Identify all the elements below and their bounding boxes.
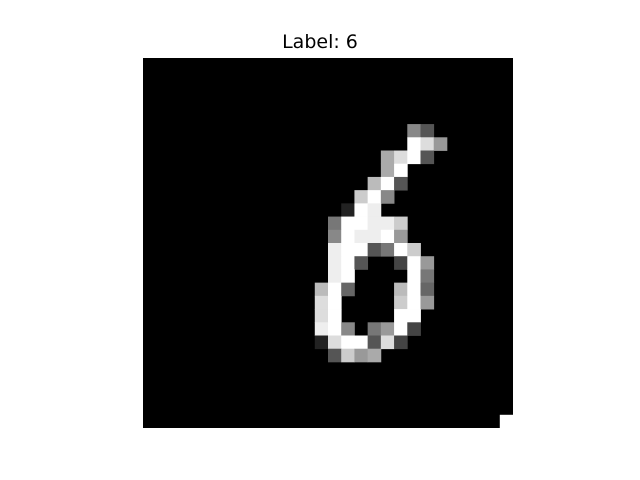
pixel xyxy=(380,335,395,350)
pixel xyxy=(367,243,382,257)
pixel xyxy=(420,295,435,310)
pixel xyxy=(420,137,435,151)
pixel xyxy=(341,322,355,336)
pixel xyxy=(420,269,435,284)
pixel xyxy=(420,150,435,165)
pixel xyxy=(433,137,448,151)
pixel xyxy=(394,243,408,257)
pixel xyxy=(328,216,342,231)
pixel xyxy=(341,269,355,284)
pixel xyxy=(314,335,329,350)
pixel xyxy=(314,282,329,297)
pixel xyxy=(328,322,342,336)
pixel xyxy=(367,229,382,244)
pixel xyxy=(341,256,355,270)
pixel xyxy=(407,295,421,310)
pixel xyxy=(341,216,355,231)
pixel xyxy=(328,243,342,257)
pixel xyxy=(499,414,513,428)
pixel xyxy=(407,137,421,151)
pixel xyxy=(314,322,329,336)
pixel xyxy=(354,335,369,350)
pixel xyxy=(341,229,355,244)
pixel xyxy=(394,309,408,323)
pixel xyxy=(328,282,342,297)
pixel xyxy=(420,124,435,138)
pixel xyxy=(328,335,342,350)
pixel xyxy=(367,203,382,217)
pixel xyxy=(328,229,342,244)
pixel xyxy=(380,150,395,165)
pixel xyxy=(354,203,369,217)
pixel xyxy=(394,295,408,310)
pixel xyxy=(380,190,395,204)
pixel xyxy=(407,243,421,257)
pixel xyxy=(380,163,395,178)
pixel xyxy=(367,190,382,204)
digit-image xyxy=(143,58,513,428)
pixel xyxy=(380,176,395,191)
pixel xyxy=(394,282,408,297)
pixel xyxy=(367,216,382,231)
pixel xyxy=(354,229,369,244)
pixel xyxy=(354,216,369,231)
pixel xyxy=(367,322,382,336)
pixel xyxy=(380,216,395,231)
pixel xyxy=(420,256,435,270)
pixel xyxy=(367,335,382,350)
pixel xyxy=(380,243,395,257)
pixel xyxy=(341,348,355,363)
pixel xyxy=(380,229,395,244)
pixel xyxy=(314,295,329,310)
pixel xyxy=(394,150,408,165)
pixel xyxy=(407,150,421,165)
pixel xyxy=(314,309,329,323)
pixel xyxy=(407,282,421,297)
digit-pixel-grid xyxy=(143,58,513,428)
pixel xyxy=(328,295,342,310)
pixel xyxy=(420,282,435,297)
pixel xyxy=(354,348,369,363)
pixel xyxy=(394,322,408,336)
pixel xyxy=(328,309,342,323)
pixel xyxy=(380,322,395,336)
pixel xyxy=(354,256,369,270)
pixel xyxy=(354,243,369,257)
pixel xyxy=(341,203,355,217)
pixel xyxy=(341,243,355,257)
pixel xyxy=(407,124,421,138)
pixel xyxy=(407,322,421,336)
pixel xyxy=(354,190,369,204)
pixel xyxy=(328,269,342,284)
pixel xyxy=(341,282,355,297)
pixel xyxy=(328,256,342,270)
pixel xyxy=(394,163,408,178)
pixel xyxy=(394,335,408,350)
pixel xyxy=(407,269,421,284)
pixel xyxy=(394,229,408,244)
pixel xyxy=(394,176,408,191)
pixel xyxy=(367,348,382,363)
pixel xyxy=(407,309,421,323)
pixel xyxy=(367,176,382,191)
pixel xyxy=(407,256,421,270)
pixel xyxy=(394,256,408,270)
pixel xyxy=(328,348,342,363)
image-title: Label: 6 xyxy=(282,31,358,53)
pixel xyxy=(394,216,408,231)
pixel xyxy=(341,335,355,350)
